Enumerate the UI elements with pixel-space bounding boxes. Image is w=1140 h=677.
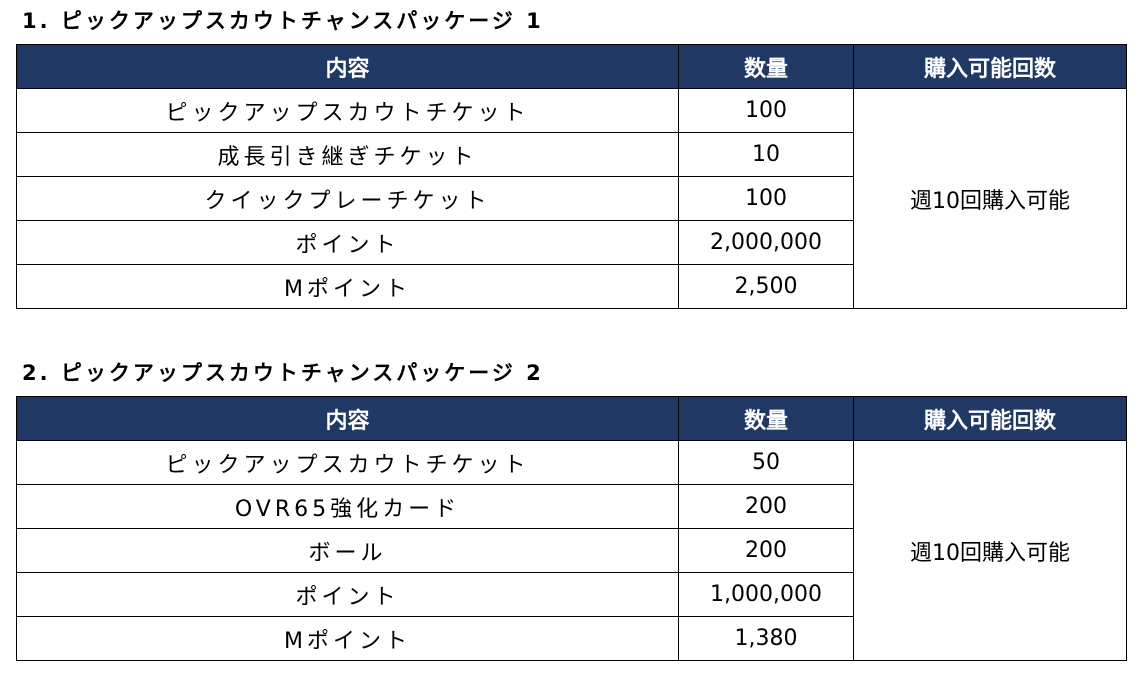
quantity-cell: 200 [678, 484, 854, 529]
package-table: 内容 数量 購入可能回数 ピックアップスカウトチケット 100 週10回購入可能 成長引き継… [16, 44, 1127, 309]
quantity-cell: 2,000,000 [678, 220, 854, 265]
table-row: ピックアップスカウトチケット 50 週10回購入可能 [16, 440, 1127, 661]
quantity-cell: 1,000,000 [678, 572, 854, 617]
quantity-cell: 200 [678, 528, 854, 573]
limit-cell: 週10回購入可能 [853, 88, 1127, 309]
table-row: クイックプレーチケット 100 [16, 176, 1127, 221]
item-cell: クイックプレーチケット [16, 176, 679, 221]
quantity-cell: 50 [678, 440, 854, 485]
table-row: OVR65強化カード 200 [16, 484, 1127, 529]
table-row: ボール 200 [16, 528, 1127, 573]
table-row: ポイント 1,000,000 [16, 572, 1127, 617]
header-cell: 購入可能回数 [853, 396, 1127, 441]
header-cell: 数量 [678, 396, 854, 441]
header-row: 内容 数量 購入可能回数 [16, 44, 1127, 89]
section-title: 1. ピックアップスカウトチャンスパッケージ 1 [22, 9, 544, 33]
header-cell: 内容 [16, 44, 679, 89]
quantity-cell: 10 [678, 132, 854, 177]
header-cell: 数量 [678, 44, 854, 89]
item-cell: Mポイント [16, 264, 679, 309]
package-table: 内容 数量 購入可能回数 ピックアップスカウトチケット 50 週10回購入可能 OVR65強… [16, 396, 1127, 661]
item-cell: ピックアップスカウトチケット [16, 88, 679, 133]
item-cell: OVR65強化カード [16, 484, 679, 529]
table-row: Mポイント 2,500 [16, 264, 1127, 309]
quantity-cell: 100 [678, 88, 854, 133]
item-cell: ピックアップスカウトチケット [16, 440, 679, 485]
item-cell: ポイント [16, 220, 679, 265]
item-cell: Mポイント [16, 616, 679, 661]
header-row: 内容 数量 購入可能回数 [16, 396, 1127, 441]
item-cell: 成長引き継ぎチケット [16, 132, 679, 177]
item-cell: ポイント [16, 572, 679, 617]
section: 2. ピックアップスカウトチャンスパッケージ 2 内容 数量 購入可能回数 ピックアップ… [16, 360, 1127, 661]
header-cell: 購入可能回数 [853, 44, 1127, 89]
section-title: 2. ピックアップスカウトチャンスパッケージ 2 [22, 361, 544, 385]
table-row: 成長引き継ぎチケット 10 [16, 132, 1127, 177]
section: 1. ピックアップスカウトチャンスパッケージ 1 内容 数量 購入可能回数 ピックアップ… [16, 8, 1127, 309]
item-cell: ボール [16, 528, 679, 573]
header-cell: 内容 [16, 396, 679, 441]
quantity-cell: 100 [678, 176, 854, 221]
table-row: ピックアップスカウトチケット 100 週10回購入可能 [16, 88, 1127, 309]
limit-cell: 週10回購入可能 [853, 440, 1127, 661]
table-row: Mポイント 1,380 [16, 616, 1127, 661]
quantity-cell: 2,500 [678, 264, 854, 309]
table-row: ポイント 2,000,000 [16, 220, 1127, 265]
quantity-cell: 1,380 [678, 616, 854, 661]
